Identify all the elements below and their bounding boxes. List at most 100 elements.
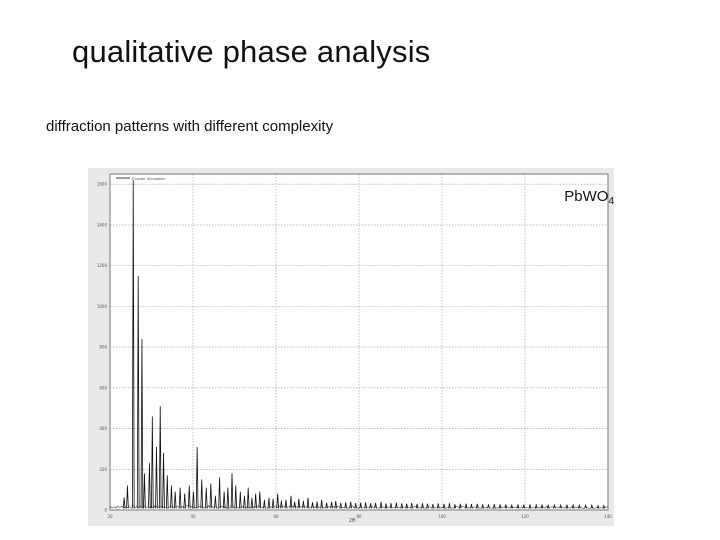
grid-lines	[110, 174, 608, 510]
x-tick-label: 60	[273, 514, 279, 519]
diffraction-peak	[498, 504, 502, 509]
diffraction-peak	[148, 463, 151, 509]
diffraction-peak	[158, 406, 162, 509]
diffraction-peak	[302, 500, 305, 509]
diffraction-peak	[481, 504, 484, 509]
legend-label: Powder Simulation	[132, 176, 165, 181]
y-tick-labels: 0 200 400 600 800 1000 1200 1400 1600	[97, 182, 108, 513]
diffraction-peak	[553, 503, 556, 509]
diffraction-peak	[492, 504, 496, 509]
diffraction-peak	[546, 504, 550, 509]
diffraction-peak	[410, 502, 413, 509]
diffraction-peak	[334, 500, 338, 509]
x-axis-label: 2θ	[349, 518, 355, 524]
diffraction-peak	[442, 503, 446, 509]
diffraction-peak	[204, 487, 208, 509]
compound-formula: PbWO	[564, 188, 609, 205]
diffraction-peak	[565, 504, 569, 509]
diffraction-peak	[276, 493, 279, 509]
diffraction-peak	[528, 504, 532, 509]
diffraction-peak	[140, 338, 144, 509]
series-line	[109, 180, 609, 509]
diffraction-peak	[289, 495, 293, 509]
diffraction-peak	[246, 487, 250, 509]
diffraction-peak	[183, 493, 186, 509]
diffraction-peak	[284, 499, 288, 509]
diffraction-peak	[239, 491, 242, 509]
x-tick-label: 80	[356, 514, 362, 519]
diffraction-peak	[349, 501, 352, 509]
diffraction-peak	[173, 491, 177, 509]
diffraction-chart: 0 200 400 600 800 1000 1200 1400 1600 20 40 60 80 10…	[88, 168, 614, 526]
diffraction-peak	[218, 477, 221, 509]
diffraction-peak	[510, 504, 514, 509]
diffraction-peak	[136, 275, 140, 509]
diffraction-peak	[596, 504, 600, 509]
diffraction-peak	[234, 485, 238, 509]
diffraction-peak	[155, 446, 158, 509]
diffraction-peak	[162, 452, 165, 509]
diffraction-peak	[602, 504, 606, 509]
diffraction-peak	[330, 501, 333, 509]
diffraction-peak	[415, 503, 419, 509]
diffraction-peak	[297, 498, 301, 509]
diffraction-peak	[178, 487, 182, 509]
diffraction-peak	[534, 503, 538, 509]
diffraction-peak	[369, 503, 372, 509]
diffraction-peak	[487, 504, 490, 509]
diffraction-peak	[209, 483, 213, 509]
diffraction-peak	[267, 497, 271, 509]
diffraction-peak	[395, 502, 398, 509]
diffraction-peak	[374, 502, 377, 509]
x-tick-label: 140	[604, 514, 612, 519]
x-tick-label: 40	[190, 514, 196, 519]
diffraction-peak	[195, 446, 199, 509]
diffraction-peak	[364, 502, 367, 509]
diffraction-peak	[516, 504, 520, 509]
diffraction-peak	[306, 497, 310, 509]
x-tick-label: 20	[107, 514, 113, 519]
x-tick-labels: 20 40 60 80 100 120 140	[107, 514, 612, 519]
diffraction-peak	[315, 501, 319, 509]
legend: Powder Simulation	[116, 176, 165, 181]
diffraction-peak	[320, 499, 323, 509]
diffraction-peak	[254, 493, 257, 509]
diffraction-peak	[170, 485, 173, 509]
y-tick-label: 600	[99, 385, 107, 390]
diffraction-peak	[470, 504, 473, 509]
diffraction-peak	[578, 503, 581, 509]
diffraction-peak	[339, 502, 343, 509]
diffraction-peak	[426, 503, 429, 509]
diffraction-peak	[504, 504, 508, 509]
x-tick-label: 100	[438, 514, 446, 519]
diffraction-peak	[421, 503, 424, 509]
diffraction-peak	[389, 503, 393, 509]
y-tick-label: 1000	[97, 304, 108, 309]
compound-subscript: 4	[608, 196, 614, 207]
diffraction-peak	[448, 503, 451, 509]
y-tick-label: 200	[99, 467, 107, 472]
diffraction-peak	[379, 501, 383, 509]
diffraction-peak	[325, 502, 328, 509]
diffraction-peak	[280, 500, 283, 509]
diffraction-peak	[226, 487, 230, 509]
y-tick-label: 800	[99, 345, 107, 350]
diffraction-peak	[584, 503, 587, 509]
y-tick-label: 1200	[97, 263, 108, 268]
diffraction-peak	[293, 501, 296, 509]
diffraction-peak	[187, 485, 191, 509]
y-tick-label: 1600	[97, 182, 108, 187]
diffraction-peak	[165, 475, 169, 509]
diffraction-peak	[250, 497, 254, 509]
y-tick-label: 400	[99, 426, 107, 431]
diffraction-peak	[271, 498, 275, 509]
diffraction-peak	[400, 503, 404, 509]
diffraction-peak	[258, 491, 262, 509]
diffraction-peak	[475, 503, 479, 509]
diffraction-peak	[559, 503, 562, 509]
diffraction-peak	[222, 491, 226, 509]
diffraction-peak	[131, 180, 135, 509]
diffraction-peak	[230, 473, 234, 509]
diffraction-peak	[571, 503, 575, 509]
diffraction-peak	[359, 502, 362, 509]
